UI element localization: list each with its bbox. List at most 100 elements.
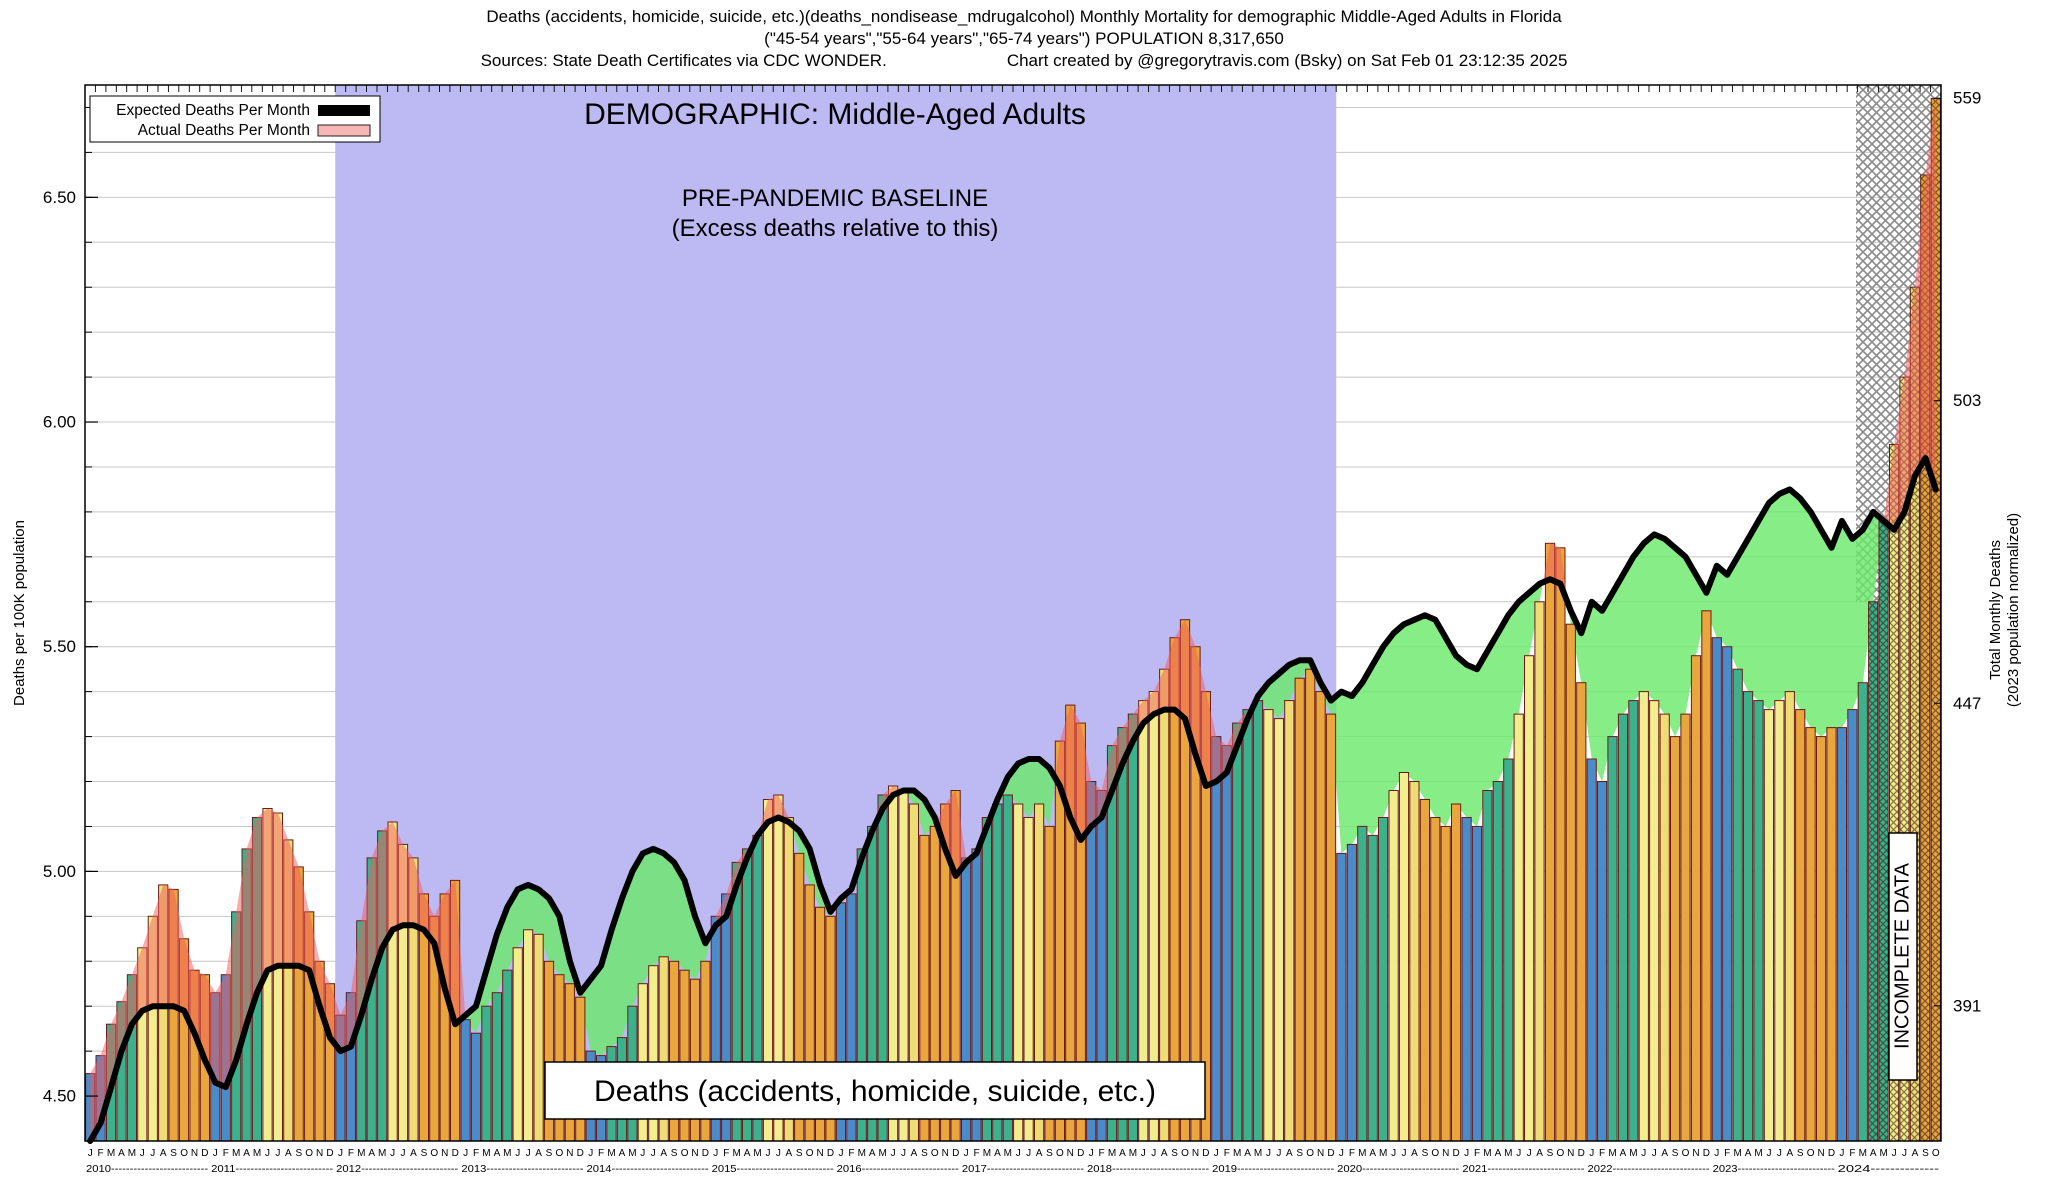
bar — [1315, 691, 1326, 1142]
svg-text:J: J — [1339, 1148, 1344, 1159]
right-axis-title-line1: Total Monthly Deaths — [1987, 540, 2004, 680]
svg-text:2020--------------------------: 2020-------------------------- — [1337, 1163, 1460, 1175]
bar — [533, 933, 544, 1142]
svg-text:J: J — [140, 1148, 145, 1159]
svg-text:J: J — [651, 1148, 656, 1159]
bar — [1221, 745, 1232, 1142]
svg-text:S: S — [1422, 1148, 1429, 1159]
svg-text:J: J — [839, 1148, 844, 1159]
svg-text:O: O — [305, 1148, 313, 1159]
svg-text:M: M — [232, 1148, 240, 1159]
svg-text:N: N — [1567, 1148, 1574, 1159]
svg-text:J: J — [526, 1148, 531, 1159]
svg-text:J: J — [1767, 1148, 1772, 1159]
bar — [512, 947, 523, 1142]
bar — [1242, 709, 1253, 1142]
bar — [1586, 758, 1597, 1142]
svg-text:J: J — [275, 1148, 280, 1159]
bar — [1461, 817, 1472, 1142]
svg-text:D: D — [326, 1148, 333, 1159]
left-axis-title: Deaths per 100K population — [11, 520, 28, 706]
svg-text:J: J — [213, 1148, 218, 1159]
svg-text:M: M — [1233, 1148, 1241, 1159]
svg-text:S: S — [1797, 1148, 1804, 1159]
svg-text:M: M — [1379, 1148, 1387, 1159]
bar — [460, 1019, 471, 1142]
chart-header: Deaths (accidents, homicide, suicide, et… — [0, 6, 2048, 71]
svg-text:A: A — [535, 1148, 542, 1159]
svg-text:O: O — [1932, 1148, 1940, 1159]
svg-text:J: J — [1902, 1148, 1907, 1159]
bar — [1774, 700, 1785, 1142]
svg-text:D: D — [827, 1148, 834, 1159]
svg-text:J: J — [1516, 1148, 1521, 1159]
bar — [470, 1032, 482, 1142]
svg-text:M: M — [1754, 1148, 1762, 1159]
bar — [1398, 772, 1410, 1142]
svg-text:F: F — [1599, 1148, 1605, 1159]
svg-text:D: D — [452, 1148, 459, 1159]
svg-text:J: J — [1641, 1148, 1646, 1159]
bar — [1597, 781, 1608, 1142]
bar — [1492, 781, 1503, 1142]
bar — [1628, 700, 1639, 1142]
svg-text:2019--------------------------: 2019-------------------------- — [1212, 1163, 1335, 1175]
svg-text:M: M — [378, 1148, 386, 1159]
svg-text:A: A — [1536, 1148, 1543, 1159]
svg-text:A: A — [1411, 1148, 1418, 1159]
svg-text:N: N — [316, 1148, 323, 1159]
svg-text:A: A — [1786, 1148, 1793, 1159]
svg-text:2015--------------------------: 2015-------------------------- — [712, 1163, 835, 1175]
legend: Expected Deaths Per Month Actual Deaths P… — [89, 95, 381, 143]
bar — [1555, 547, 1566, 1142]
svg-text:A: A — [243, 1148, 250, 1159]
bar-incomplete-hatch — [1899, 377, 1910, 1142]
bar — [1211, 736, 1222, 1142]
svg-text:A: A — [744, 1148, 751, 1159]
svg-text:N: N — [1442, 1148, 1449, 1159]
baseline-label-line2: (Excess deaths relative to this) — [672, 215, 999, 242]
svg-text:J: J — [1892, 1148, 1897, 1159]
svg-text:J: J — [964, 1148, 969, 1159]
svg-text:N: N — [1192, 1148, 1199, 1159]
svg-text:S: S — [1922, 1148, 1929, 1159]
bottom-label: Deaths (accidents, homicide, suicide, et… — [594, 1075, 1156, 1108]
svg-text:D: D — [1578, 1148, 1585, 1159]
svg-text:J: J — [150, 1148, 155, 1159]
svg-text:A: A — [994, 1148, 1001, 1159]
excess-region — [1883, 98, 1936, 530]
legend-box — [89, 95, 381, 143]
svg-text:A: A — [1620, 1148, 1627, 1159]
svg-text:A: A — [911, 1148, 918, 1159]
svg-text:O: O — [681, 1148, 689, 1159]
bar — [1732, 668, 1743, 1142]
bar — [1471, 825, 1483, 1142]
bottom-label-box — [544, 1061, 1206, 1120]
svg-text:N: N — [191, 1148, 198, 1159]
svg-text:J: J — [1266, 1148, 1271, 1159]
top-axis-ticks — [84, 85, 1942, 92]
svg-text:D: D — [702, 1148, 709, 1159]
svg-text:O: O — [556, 1148, 564, 1159]
bar-incomplete-hatch — [1868, 601, 1878, 1141]
svg-text:O: O — [931, 1148, 939, 1159]
excess-region — [90, 808, 466, 1141]
svg-text:S: S — [1672, 1148, 1679, 1159]
svg-text:A: A — [1661, 1148, 1668, 1159]
svg-text:S: S — [671, 1148, 678, 1159]
svg-text:J: J — [1652, 1148, 1657, 1159]
bar — [1857, 682, 1868, 1142]
svg-text:F: F — [973, 1148, 979, 1159]
svg-text:J: J — [515, 1148, 520, 1159]
svg-text:2022--------------------------: 2022-------------------------- — [1588, 1163, 1711, 1175]
svg-text:N: N — [1817, 1148, 1824, 1159]
bar — [1826, 727, 1837, 1142]
svg-text:D: D — [1327, 1148, 1334, 1159]
svg-text:2014--------------------------: 2014-------------------------- — [587, 1163, 710, 1175]
svg-text:J: J — [901, 1148, 906, 1159]
svg-text:D: D — [1828, 1148, 1835, 1159]
bar — [1252, 700, 1264, 1142]
bar — [1388, 790, 1399, 1142]
svg-text:M: M — [1483, 1148, 1491, 1159]
